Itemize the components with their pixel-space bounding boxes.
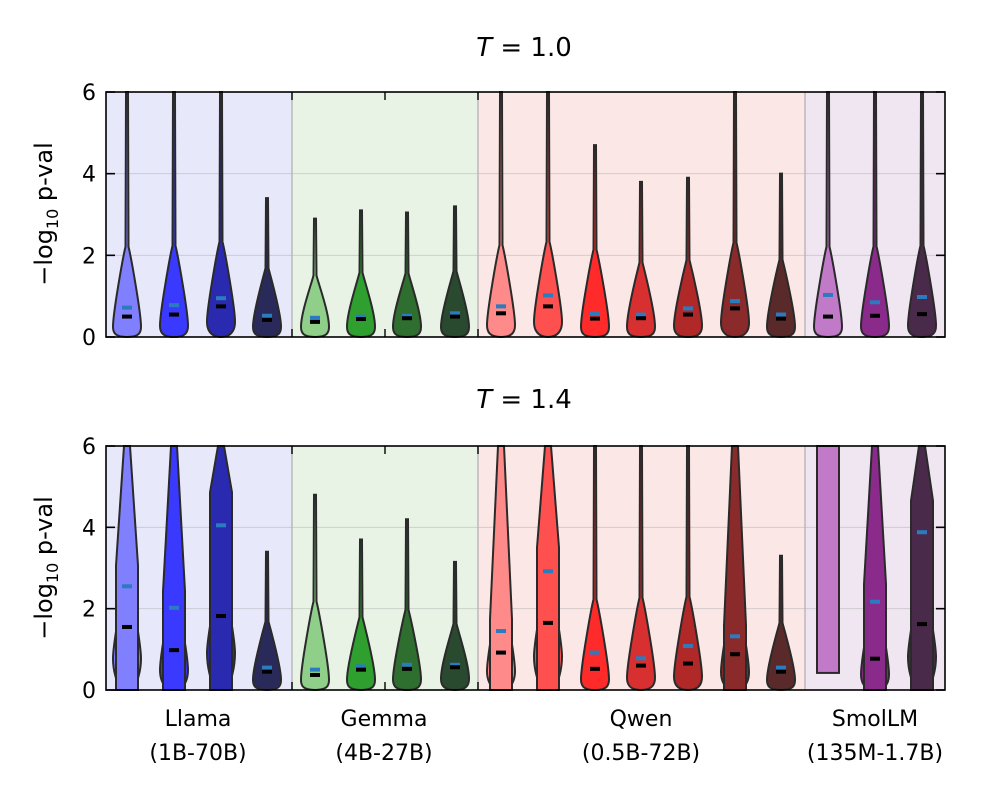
violin — [391, 211, 423, 339]
panel-title: T = 1.4 — [476, 385, 572, 415]
y-tick-label: 4 — [82, 516, 96, 541]
violin — [251, 197, 283, 339]
violin — [765, 554, 797, 692]
y-tick-label: 0 — [82, 679, 96, 704]
violin — [816, 445, 840, 674]
violin-body — [209, 445, 233, 691]
group-range-llama: (1B-70B) — [149, 741, 246, 766]
axes-frame — [105, 91, 946, 338]
group-label-llama: Llama — [165, 707, 232, 732]
y-tick-label: 2 — [82, 598, 96, 623]
violin-body — [910, 445, 934, 691]
group-range-gemma: (4B-27B) — [335, 741, 432, 766]
y-axis-label: −log10 p-val — [30, 496, 62, 640]
violin — [299, 493, 331, 692]
panel-t1: T = 1.0 0 2 4 6 −log10 p-val — [30, 33, 946, 351]
violin — [672, 176, 704, 339]
violin — [391, 518, 423, 692]
violin — [251, 550, 283, 692]
group-labels: Llama (1B-70B) Gemma (4B-27B) Qwen (0.5B… — [149, 707, 943, 766]
y-tick-label: 6 — [82, 81, 96, 106]
y-tick-label: 4 — [82, 163, 96, 188]
y-axis-label: −log10 p-val — [30, 142, 62, 286]
axes-frame — [105, 445, 946, 691]
group-label-qwen: Qwen — [610, 707, 673, 732]
violin — [439, 205, 471, 339]
group-label-smollm: SmolLM — [832, 707, 918, 732]
panel-title: T = 1.0 — [476, 33, 572, 63]
panel-t14: T = 1.4 0 2 4 6 −log10 p-val — [30, 385, 946, 704]
y-tick-label: 0 — [82, 326, 96, 351]
violin — [765, 172, 797, 339]
violin — [579, 144, 611, 339]
violin — [299, 217, 331, 339]
group-label-gemma: Gemma — [341, 707, 428, 732]
violin — [345, 538, 377, 692]
group-range-qwen: (0.5B-72B) — [582, 741, 700, 766]
violin — [439, 560, 471, 692]
violin — [625, 180, 657, 339]
group-range-smollm: (135M-1.7B) — [807, 741, 943, 766]
y-tick-label: 6 — [82, 435, 96, 460]
violin — [345, 209, 377, 339]
y-tick-label: 2 — [82, 244, 96, 269]
